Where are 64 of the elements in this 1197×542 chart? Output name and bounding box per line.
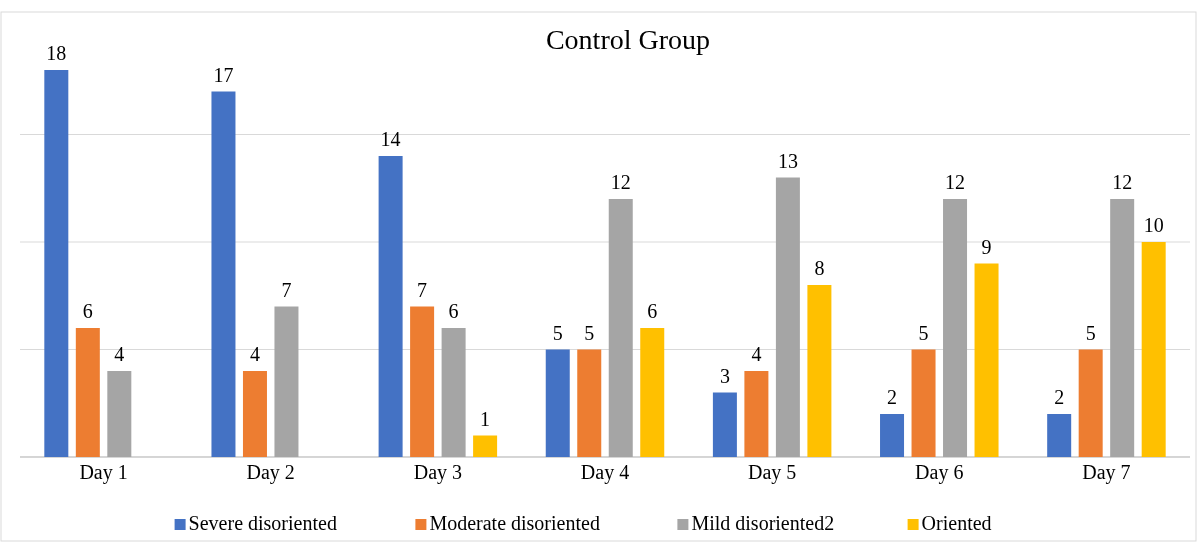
data-label: 5	[584, 321, 595, 344]
data-label: 13	[777, 149, 798, 172]
bar	[775, 177, 800, 457]
data-label: 17	[213, 63, 234, 86]
data-label: 6	[448, 300, 459, 322]
data-label: 7	[417, 278, 428, 301]
legend-label: Mild disoriented2	[691, 512, 835, 534]
x-tick-label: Day 2	[246, 461, 295, 484]
data-label: 7	[281, 278, 292, 301]
legend-label: Oriented	[921, 512, 992, 534]
bar	[410, 306, 435, 457]
bar	[712, 392, 737, 457]
bar	[378, 156, 403, 457]
bar	[880, 414, 905, 457]
x-tick-label: Day 7	[1082, 461, 1131, 484]
bar	[545, 349, 570, 457]
bar	[441, 328, 466, 457]
bar	[1078, 349, 1103, 457]
bar	[807, 285, 832, 457]
data-label: 18	[46, 42, 67, 64]
data-label: 3	[719, 364, 730, 387]
bar	[1141, 242, 1166, 457]
x-tick-label: Day 3	[413, 461, 463, 484]
bar	[640, 328, 665, 457]
x-tick-label: Day 6	[915, 461, 964, 484]
data-label: 4	[751, 343, 762, 365]
data-label: 12	[945, 171, 966, 193]
legend-label: Moderate disoriented	[429, 512, 600, 534]
data-label: 5	[552, 321, 563, 344]
x-tick-label: Day 5	[747, 461, 797, 484]
bar	[911, 349, 936, 457]
bar	[75, 328, 100, 457]
data-label: 6	[82, 300, 93, 322]
data-label: 5	[918, 321, 929, 344]
legend-label: Severe disoriented	[188, 512, 337, 534]
data-label: 5	[1085, 321, 1096, 344]
data-label: 1	[480, 407, 491, 430]
bar	[744, 371, 769, 457]
chart-title: Control Group	[545, 24, 711, 55]
data-label: 12	[1112, 171, 1133, 193]
data-label: 2	[887, 386, 898, 408]
bar	[1047, 414, 1072, 457]
x-tick-label: Day 4	[580, 461, 630, 484]
bar	[577, 349, 602, 457]
bar	[242, 371, 267, 457]
data-label: 6	[647, 300, 658, 322]
data-label: 2	[1054, 386, 1065, 408]
bar	[608, 199, 633, 457]
bar	[473, 435, 498, 457]
data-label: 8	[814, 257, 825, 279]
bar	[1110, 199, 1135, 457]
bar	[274, 306, 299, 457]
data-label: 9	[981, 235, 992, 258]
x-tick-label: Day 1	[79, 461, 128, 484]
bar	[107, 371, 132, 457]
bar	[943, 199, 968, 457]
data-label: 12	[610, 171, 631, 193]
bar	[974, 263, 999, 457]
data-label: 4	[249, 343, 260, 365]
data-label: 10	[1143, 214, 1164, 236]
data-label: 4	[114, 343, 125, 365]
data-label: 14	[380, 128, 401, 150]
bar	[44, 70, 69, 457]
bar	[211, 91, 236, 457]
